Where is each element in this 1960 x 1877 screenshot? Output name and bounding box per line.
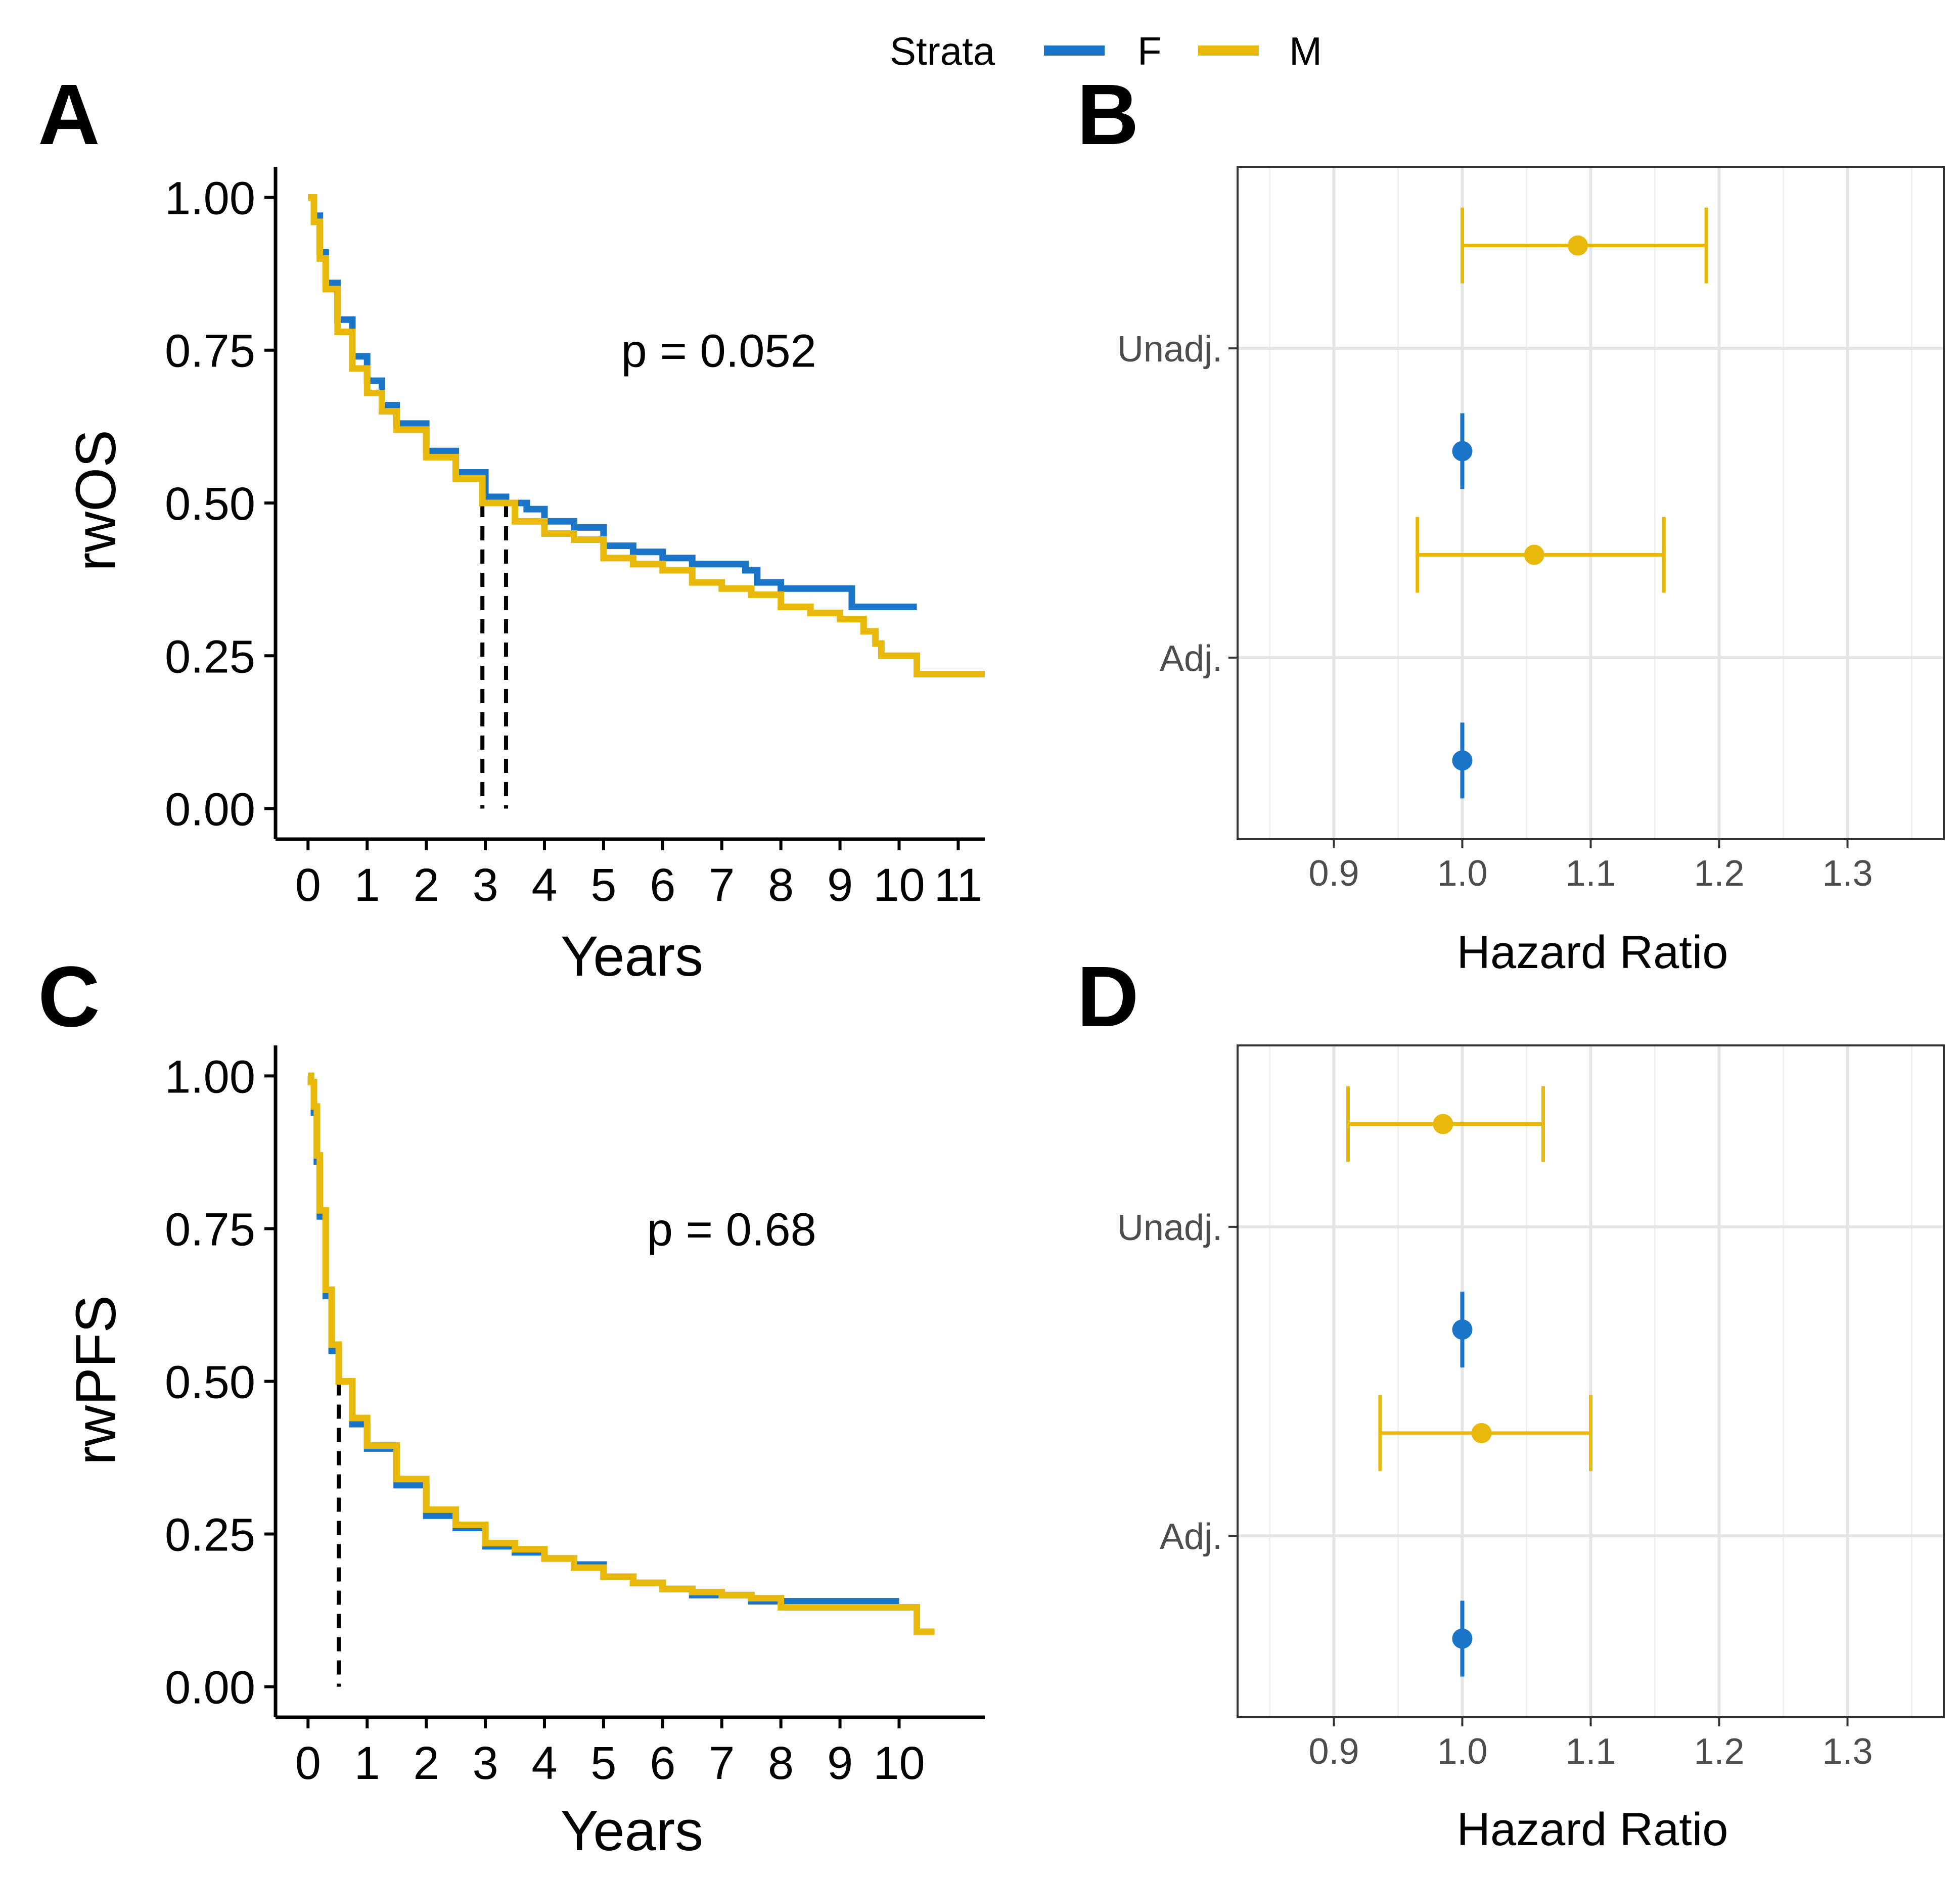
km-a-xtick-label: 7 [709, 859, 735, 911]
fp-b-xtick-label: 1.0 [1437, 853, 1487, 894]
legend-label-m: M [1289, 29, 1322, 73]
panel-d: Hazard Ratio Unadj. Adj. 0.9 1.0 1.1 1.2 1.3 [1117, 1044, 1945, 1855]
fp-d-plot-area: Unadj. Adj. 0.9 1.0 1.1 1.2 1.3 [1117, 1044, 1945, 1772]
km-a-pvalue: p = 0.052 [621, 326, 816, 377]
km-c-xtick-label: 7 [709, 1737, 735, 1789]
fp-b-plot-area: Unadj. Adj. 0.9 1.0 1.1 1.2 1.3 [1117, 166, 1945, 894]
panel-letter-a: A [38, 67, 100, 163]
km-c-plot-area: 0.00 0.25 0.50 0.75 1.00 0 1 2 3 4 5 6 7 8 9 10 [165, 1045, 985, 1789]
km-c-xtick-label: 3 [472, 1737, 498, 1789]
km-a-ylabel: rwOS [64, 430, 127, 571]
km-c-ylabel: rwPFS [64, 1295, 127, 1465]
km-c-ytick-label: 0.50 [165, 1357, 255, 1408]
km-a-xtick-label: 9 [827, 859, 853, 911]
km-c-ytick-label: 0.75 [165, 1204, 255, 1255]
km-a-xtick-label: 3 [472, 859, 498, 911]
fp-b-f-unadj-point [1452, 441, 1473, 462]
km-a-ytick-label: 0.00 [165, 784, 255, 836]
fp-d-xtick-label: 1.1 [1565, 1731, 1616, 1772]
km-c-xtick-label: 10 [873, 1737, 925, 1789]
km-c-xtick-label: 4 [531, 1737, 557, 1789]
km-c-xtick-label: 9 [827, 1737, 853, 1789]
km-c-ytick-label: 0.25 [165, 1509, 255, 1561]
km-c-xtick-label: 5 [590, 1737, 616, 1789]
panel-letter-b: B [1077, 67, 1139, 163]
fp-b-m-unadj-point [1568, 235, 1588, 256]
km-a-xtick-label: 5 [590, 859, 616, 911]
km-a-ytick-label: 0.25 [165, 631, 255, 682]
km-a-plot-area: 0.00 0.25 0.50 0.75 1.00 0 1 2 3 4 5 6 7 8 9 10 11 [165, 167, 985, 911]
fp-b-ytick-label: Unadj. [1117, 329, 1222, 370]
km-a-xtick-label: 0 [295, 859, 321, 911]
fp-d-xtick-label: 1.2 [1694, 1731, 1744, 1772]
km-a-ytick-label: 0.50 [165, 478, 255, 530]
km-a-xtick-label: 11 [934, 859, 983, 911]
km-c-xlabel: Years [561, 1799, 703, 1862]
km-a-xtick-label: 2 [414, 859, 439, 911]
km-c-xtick-label: 0 [295, 1737, 321, 1789]
fp-d-xtick-label: 0.9 [1308, 1731, 1359, 1772]
fp-b-xtick-label: 0.9 [1308, 853, 1359, 894]
legend-label-f: F [1137, 29, 1162, 73]
km-c-xtick-label: 1 [354, 1737, 380, 1789]
fp-b-m-adj-point [1524, 544, 1544, 565]
fp-d-xlabel: Hazard Ratio [1457, 1804, 1728, 1855]
km-c-xtick-label: 2 [414, 1737, 439, 1789]
fp-b-xtick-label: 1.2 [1694, 853, 1744, 894]
km-a-xtick-label: 4 [531, 859, 557, 911]
km-a-xtick-label: 10 [873, 859, 925, 911]
legend: Strata F M [890, 29, 1322, 73]
km-a-curve-m [308, 194, 985, 678]
km-c-xtick-label: 8 [768, 1737, 794, 1789]
fp-b-xtick-label: 1.1 [1565, 853, 1616, 894]
fp-d-xtick-label: 1.0 [1437, 1731, 1487, 1772]
km-c-pvalue: p = 0.68 [647, 1204, 816, 1255]
fp-b-xtick-label: 1.3 [1822, 853, 1873, 894]
fp-d-ytick-label: Adj. [1160, 1517, 1222, 1557]
km-a-xtick-label: 6 [650, 859, 675, 911]
km-a-xtick-label: 1 [354, 859, 380, 911]
fp-d-m-adj-point [1471, 1423, 1492, 1443]
fp-d-xtick-label: 1.3 [1822, 1731, 1873, 1772]
km-a-xtick-label: 8 [768, 859, 794, 911]
panel-letter-c: C [38, 949, 100, 1045]
fp-b-f-adj-point [1452, 750, 1473, 771]
fp-d-f-unadj-point [1452, 1319, 1473, 1340]
panel-letter-d: D [1077, 949, 1139, 1045]
fp-d-ytick-label: Unadj. [1117, 1208, 1222, 1248]
legend-title: Strata [890, 29, 995, 73]
fp-b-xlabel: Hazard Ratio [1457, 927, 1728, 978]
km-a-ytick-label: 0.75 [165, 326, 255, 377]
km-a-xlabel: Years [561, 925, 703, 988]
fp-d-f-adj-point [1452, 1628, 1473, 1649]
fp-d-m-unadj-point [1433, 1114, 1453, 1134]
km-a-ytick-label: 1.00 [165, 172, 255, 224]
panel-a: rwOS Years p = 0.052 0.00 0.25 0.50 0.75 1.0… [64, 167, 985, 988]
km-c-curve-m [307, 1072, 935, 1635]
km-c-xtick-label: 6 [650, 1737, 675, 1789]
km-c-ytick-label: 0.00 [165, 1662, 255, 1714]
panel-c: rwPFS Years p = 0.68 0.00 0.25 0.50 0.75 1.0… [64, 1045, 985, 1862]
fp-b-ytick-label: Adj. [1160, 638, 1222, 679]
panel-b: Hazard Ratio Unadj. Adj. 0.9 1.0 1.1 1.2 1.3 [1117, 166, 1945, 978]
km-c-ytick-label: 1.00 [165, 1051, 255, 1103]
